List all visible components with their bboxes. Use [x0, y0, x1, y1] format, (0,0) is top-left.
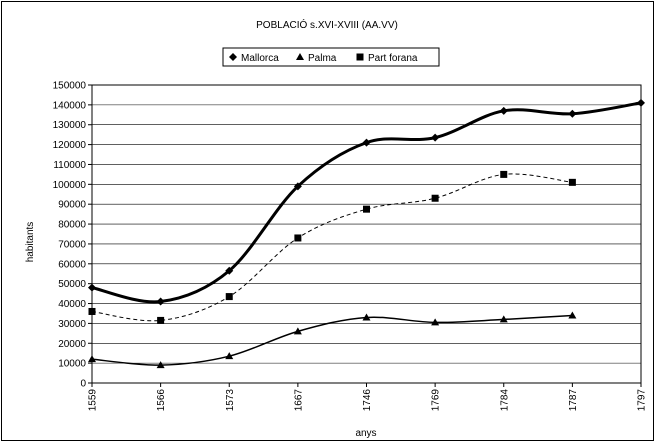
data-point-mallorca [499, 106, 508, 115]
legend-marker-part-forana [356, 53, 364, 61]
data-point-palma [568, 311, 577, 319]
y-tick-label: 100000 [53, 180, 87, 191]
y-tick-label: 150000 [53, 81, 87, 92]
legend: Mallorca Palma Part forana [222, 47, 440, 67]
y-tick-label: 50000 [58, 279, 86, 290]
data-point-mallorca [88, 283, 96, 292]
series-line-palma [91, 314, 573, 366]
data-point-mallorca [156, 297, 165, 306]
y-tick-label: 20000 [58, 339, 86, 350]
x-tick-label: 1566 [156, 389, 167, 412]
legend-marker-palma [296, 53, 304, 60]
x-tick-label: 1784 [499, 389, 510, 412]
x-tick-label: 1746 [362, 389, 373, 412]
legend-label-mallorca: Mallorca [241, 53, 279, 64]
y-tick-label: 120000 [53, 140, 87, 151]
plot-background [91, 84, 642, 384]
data-point-palma [431, 318, 440, 326]
y-tick-label: 10000 [58, 359, 86, 370]
data-point-mallorca [431, 133, 440, 142]
data-point-palma [156, 361, 165, 369]
y-tick-label: 140000 [53, 100, 87, 111]
y-tick-label: 70000 [58, 239, 86, 250]
y-tick-label: 90000 [58, 200, 86, 211]
data-point-palma [225, 352, 234, 360]
data-point-palma [499, 315, 508, 323]
y-tick-label: 80000 [58, 220, 86, 231]
data-point-part-forana [294, 234, 302, 242]
y-tick-label: 0 [80, 379, 86, 390]
legend-label-part-forana: Part forana [368, 53, 418, 64]
data-point-palma [362, 313, 371, 321]
data-point-part-forana [500, 170, 508, 178]
y-tick-label: 130000 [53, 120, 87, 131]
series-line-part-forana [91, 173, 573, 322]
data-point-palma [293, 327, 302, 335]
series-line-mallorca [91, 101, 642, 304]
data-point-mallorca [568, 109, 577, 118]
y-tick-label: 30000 [58, 319, 86, 330]
y-axis-label: habitants [25, 222, 36, 263]
y-tick-label: 110000 [53, 160, 86, 171]
x-tick-label: 1559 [88, 389, 99, 412]
legend-box [222, 47, 440, 67]
data-point-mallorca [362, 138, 371, 147]
x-tick-label: 1769 [431, 389, 442, 412]
data-point-part-forana [363, 205, 370, 213]
legend-label-palma: Palma [308, 53, 337, 64]
chart-title: POBLACIÓ s.XVI-XVIII (AA.VV) [256, 18, 398, 31]
y-tick-label: 60000 [58, 259, 86, 270]
data-point-part-forana [568, 178, 576, 186]
x-tick-label: 1787 [568, 389, 579, 412]
data-point-part-forana [157, 316, 165, 324]
x-tick-label: 1667 [293, 389, 304, 412]
x-tick-label: 1797 [637, 389, 648, 412]
data-point-part-forana [225, 293, 233, 301]
legend-marker-mallorca [229, 53, 237, 61]
data-point-part-forana [431, 194, 439, 202]
plot-area: 0 10000 20000 30000 40000 50000 60000 70000 8000… [53, 81, 648, 412]
data-point-palma [88, 355, 96, 363]
x-axis-label: anys [355, 428, 376, 439]
data-point-mallorca [293, 182, 302, 191]
x-tick-label: 1573 [225, 389, 236, 412]
data-point-mallorca [225, 266, 234, 275]
data-point-part-forana [88, 307, 96, 315]
y-tick-label: 40000 [58, 299, 86, 310]
data-point-mallorca [637, 98, 645, 107]
